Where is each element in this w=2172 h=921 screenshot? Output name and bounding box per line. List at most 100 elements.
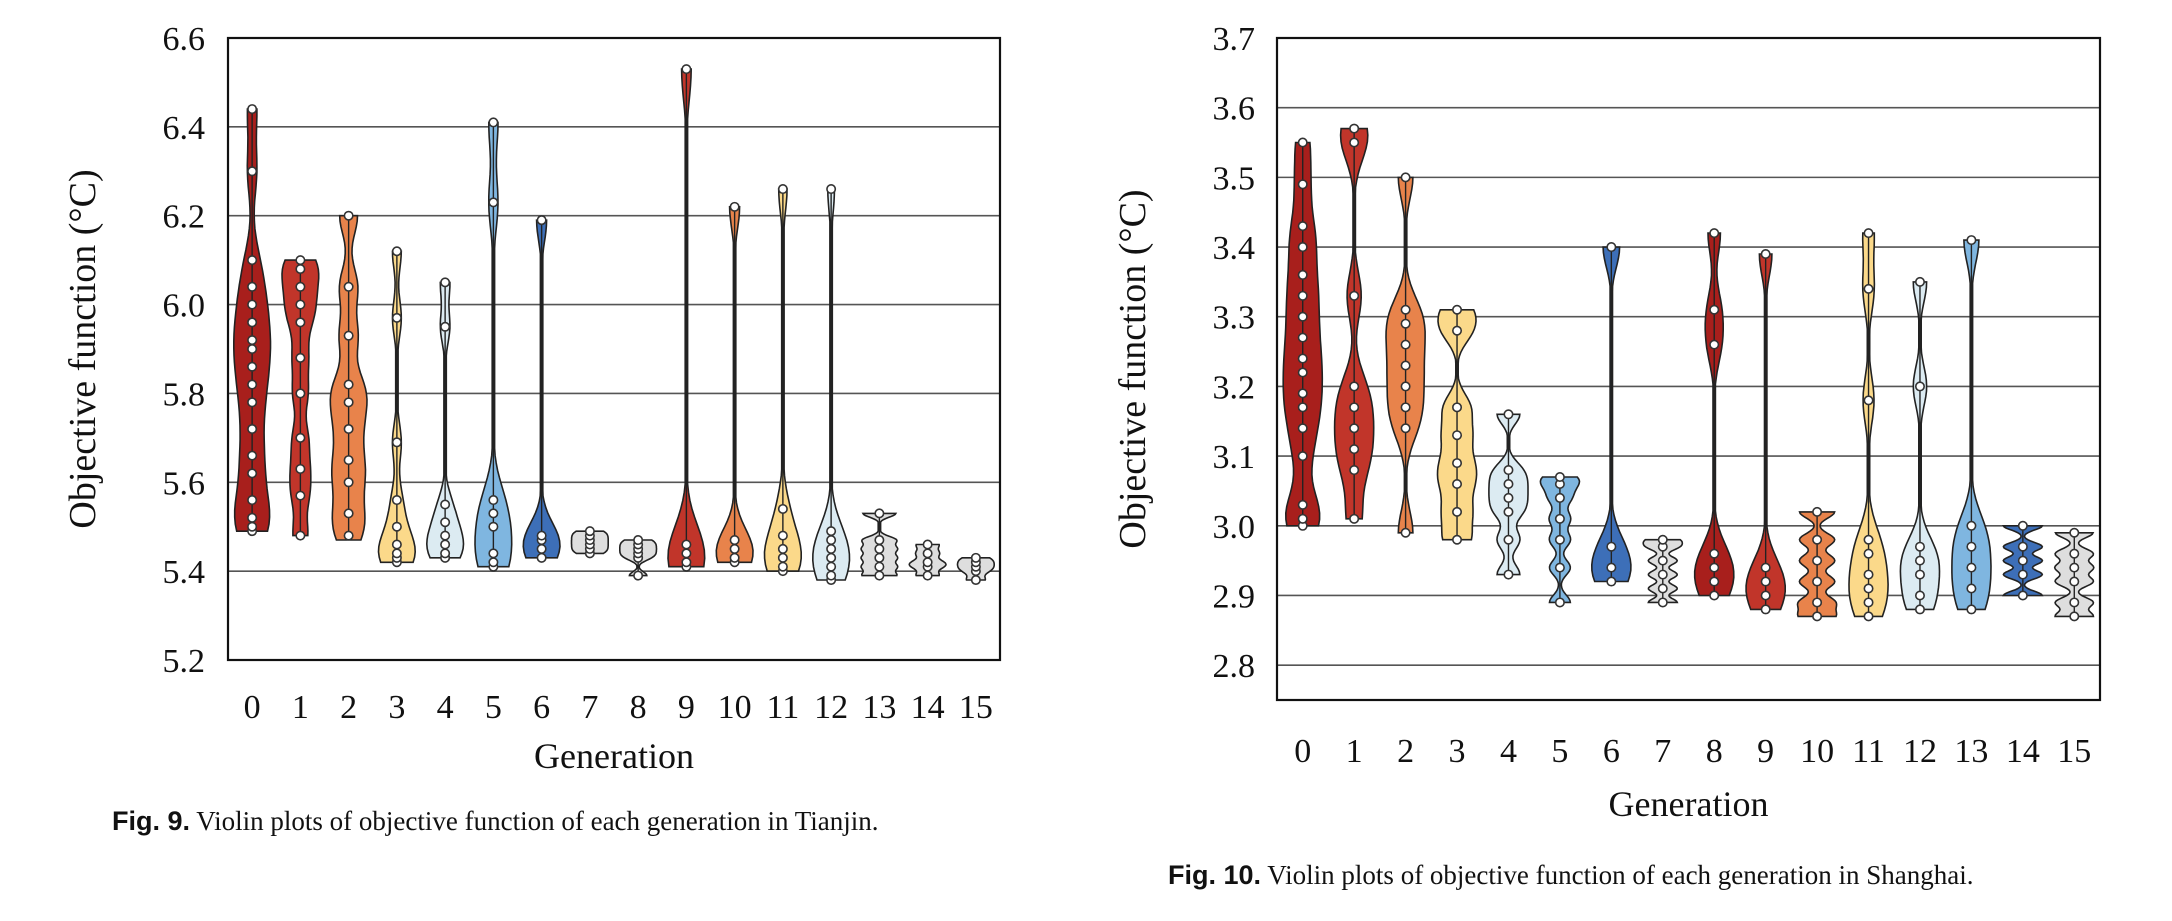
sample-point	[1297, 499, 1308, 510]
x-tick-label: 11	[767, 689, 800, 726]
y-tick-label: 2.8	[1213, 648, 1256, 685]
sample-point	[1297, 388, 1308, 399]
sample-point	[1452, 534, 1463, 545]
y-axis-label: Objective function (°C)	[62, 169, 104, 528]
sample-point	[729, 552, 740, 563]
sample-point	[247, 335, 258, 346]
sample-point	[1554, 513, 1565, 524]
y-tick-label: 2.9	[1213, 578, 1256, 615]
sample-point	[440, 277, 451, 288]
sample-point	[536, 215, 547, 226]
sample-point	[536, 543, 547, 554]
x-tick-label: 13	[1954, 733, 1988, 770]
sample-point	[826, 184, 837, 195]
sample-point	[1349, 290, 1360, 301]
x-tick-label: 4	[1500, 733, 1517, 770]
y-tick-label: 3.7	[1213, 21, 1256, 58]
x-tick-label: 2	[340, 689, 357, 726]
x-tick-label: 12	[814, 689, 848, 726]
sample-point	[440, 499, 451, 510]
sample-point	[1297, 451, 1308, 462]
sample-point	[1812, 555, 1823, 566]
sample-point	[1503, 478, 1514, 489]
sample-point	[1349, 402, 1360, 413]
sample-point	[1349, 423, 1360, 434]
sample-point	[247, 104, 258, 115]
sample-point	[247, 495, 258, 506]
x-tick-label: 5	[1551, 733, 1568, 770]
sample-point	[391, 495, 402, 506]
sample-point	[343, 455, 354, 466]
sample-point	[874, 561, 885, 572]
sample-point	[1297, 137, 1308, 148]
sample-point	[343, 379, 354, 390]
x-tick-label: 5	[485, 689, 502, 726]
sample-point	[1657, 583, 1668, 594]
sample-point	[1297, 402, 1308, 413]
sample-point	[1812, 506, 1823, 517]
sample-point	[1349, 381, 1360, 392]
sample-point	[1760, 249, 1771, 260]
sample-point	[874, 535, 885, 546]
sample-point	[295, 388, 306, 399]
sample-point	[2069, 562, 2080, 573]
sample-point	[1606, 562, 1617, 573]
sample-point	[1812, 576, 1823, 587]
sample-point	[247, 423, 258, 434]
sample-point	[826, 552, 837, 563]
x-tick-label: 6	[1603, 733, 1620, 770]
sample-point	[1606, 242, 1617, 253]
sample-point	[295, 317, 306, 328]
sample-point	[343, 530, 354, 541]
y-tick-label: 5.2	[163, 643, 206, 680]
sample-point	[1297, 269, 1308, 280]
sample-point	[1966, 604, 1977, 615]
sample-point	[488, 508, 499, 519]
x-tick-label: 7	[581, 689, 598, 726]
sample-point	[247, 521, 258, 532]
sample-point	[1657, 597, 1668, 608]
caption-fig9-label: Fig. 9.	[112, 806, 191, 836]
sample-point	[826, 526, 837, 537]
sample-point	[1349, 465, 1360, 476]
y-tick-label: 3.1	[1213, 439, 1256, 476]
sample-point	[1812, 534, 1823, 545]
y-tick-label: 6.4	[163, 110, 206, 147]
sample-point	[1914, 569, 1925, 580]
sample-point	[1400, 402, 1411, 413]
sample-point	[729, 535, 740, 546]
sample-point	[391, 312, 402, 323]
sample-point	[295, 432, 306, 443]
x-tick-label: 15	[2057, 733, 2091, 770]
sample-point	[1400, 527, 1411, 538]
x-tick-label: 4	[437, 689, 454, 726]
sample-point	[488, 548, 499, 559]
sample-point	[681, 557, 692, 568]
sample-point	[1349, 444, 1360, 455]
sample-point	[1349, 137, 1360, 148]
sample-point	[2017, 520, 2028, 531]
sample-point	[633, 535, 644, 546]
sample-point	[1709, 548, 1720, 559]
x-tick-label: 7	[1654, 733, 1671, 770]
sample-point	[391, 521, 402, 532]
sample-point	[1297, 353, 1308, 364]
sample-point	[2017, 569, 2028, 580]
x-axis-label: Generation	[1609, 784, 1769, 824]
sample-point	[295, 255, 306, 266]
sample-point	[777, 503, 788, 514]
sample-point	[1863, 583, 1874, 594]
caption-fig9-text: Violin plots of objective function of ea…	[196, 806, 879, 836]
sample-point	[1966, 235, 1977, 246]
x-tick-label: 12	[1903, 733, 1937, 770]
sample-point	[440, 517, 451, 528]
sample-point	[826, 535, 837, 546]
sample-point	[343, 508, 354, 519]
sample-point	[681, 548, 692, 559]
sample-point	[1297, 423, 1308, 434]
y-tick-label: 3.3	[1213, 300, 1256, 337]
sample-point	[1503, 506, 1514, 517]
sample-point	[584, 526, 595, 537]
y-tick-label: 6.6	[163, 21, 206, 58]
